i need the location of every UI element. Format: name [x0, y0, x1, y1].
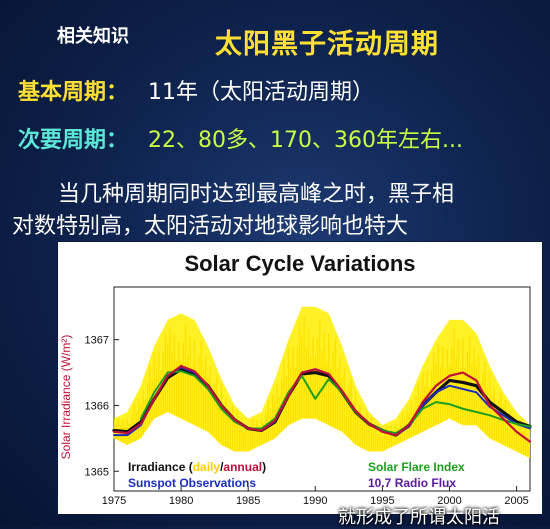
legend-irradiance-prefix: Irradiance ( — [128, 460, 193, 474]
legend-irradiance-suffix: ) — [262, 460, 266, 474]
body-text-line-2: 对数特别高，太阳活动对地球影响也特大 — [12, 214, 409, 239]
y-axis-label: Solar Irradiance (W/m²) — [59, 335, 73, 460]
x-tick-label: 1975 — [102, 495, 126, 507]
basic-period-value: 11年（太阳活动周期） — [148, 80, 374, 105]
series-line-irradiance — [112, 367, 532, 437]
x-tick-label: 1985 — [236, 495, 260, 507]
y-tick-label: 1367 — [85, 335, 109, 347]
chart-legend: Irradiance (daily/annual) Sunspot Observ… — [128, 460, 465, 490]
chart-canvas: Solar Cycle Variations Solar Irradiance … — [59, 251, 532, 507]
y-tick-label: 1365 — [85, 466, 109, 478]
solar-cycle-chart: Solar Cycle Variations Solar Irradiance … — [57, 241, 543, 515]
legend-flare: Solar Flare Index — [368, 460, 465, 474]
subtitle-caption: 就形成了所谓太阳活 — [338, 507, 500, 528]
legend-irradiance: Irradiance (daily/annual) — [128, 460, 266, 474]
y-tick-label: 1366 — [85, 400, 109, 412]
secondary-period-value: 22、80多、170、360年左右... — [148, 128, 463, 153]
legend-slash: / — [220, 460, 224, 474]
x-tick-label: 1990 — [303, 495, 327, 507]
x-tick-label: 2000 — [437, 495, 461, 507]
legend-daily: daily — [193, 460, 221, 474]
x-tick-label: 1980 — [169, 495, 193, 507]
legend-radio: 10.7 Radio Flux — [368, 476, 456, 490]
slide-title: 太阳黑子活动周期 — [215, 29, 439, 60]
legend-annual: annual — [223, 460, 262, 474]
x-tick-label: 1995 — [370, 495, 394, 507]
body-text-line-1: 当几种周期同时达到最高峰之时，黑子相 — [58, 182, 455, 207]
series-line-radio — [112, 364, 532, 443]
x-tick-label: 2005 — [504, 495, 528, 507]
series-line-flare — [139, 370, 531, 435]
secondary-period-label: 次要周期： — [18, 128, 129, 153]
basic-period-label: 基本周期： — [18, 80, 129, 105]
section-tag: 相关知识 — [57, 26, 129, 47]
chart-title: Solar Cycle Variations — [184, 251, 415, 276]
legend-sunspot: Sunspot Observations — [128, 476, 256, 490]
